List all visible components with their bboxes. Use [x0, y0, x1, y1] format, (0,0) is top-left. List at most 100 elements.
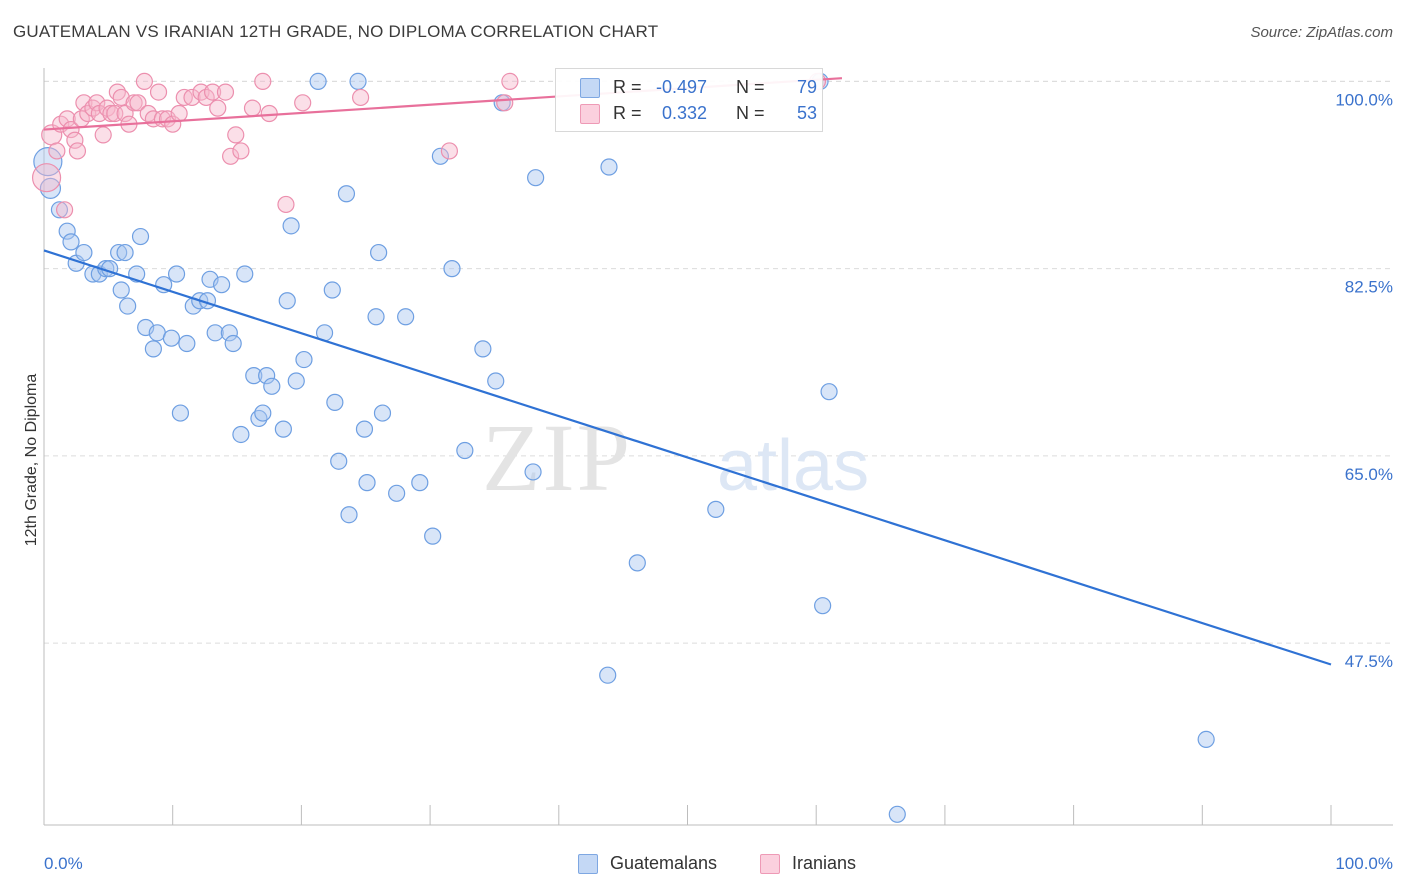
data-point-guatemalans	[599, 666, 617, 684]
data-point-guatemalans	[162, 329, 181, 347]
data-point-guatemalans	[373, 404, 392, 422]
data-point-guatemalans	[295, 350, 313, 369]
data-point-guatemalans	[287, 372, 305, 390]
points-layer	[31, 72, 1215, 823]
data-point-guatemalans	[337, 185, 356, 203]
data-point-guatemalans	[340, 506, 358, 524]
data-point-iranians	[203, 83, 222, 101]
data-point-iranians	[501, 72, 519, 90]
data-point-guatemalans	[820, 383, 838, 401]
data-point-guatemalans	[456, 441, 474, 460]
data-point-guatemalans	[524, 463, 542, 481]
data-point-iranians	[352, 88, 370, 107]
data-point-iranians	[135, 72, 153, 90]
data-point-iranians	[222, 147, 240, 165]
data-point-iranians	[277, 195, 295, 214]
bottom-legend-label-iranians: Iranians	[792, 853, 857, 873]
data-point-guatemalans	[527, 169, 545, 187]
axis-layer	[43, 68, 1393, 826]
data-point-iranians	[55, 201, 74, 219]
x-tick-labels: 0.0% 100.0%	[44, 854, 1393, 873]
data-point-guatemalans	[814, 597, 832, 615]
x-tick-label: 0.0%	[44, 854, 83, 873]
data-point-iranians	[496, 94, 514, 112]
data-point-guatemalans	[330, 452, 348, 470]
data-point-guatemalans	[119, 297, 137, 315]
data-point-iranians	[209, 99, 227, 117]
data-point-guatemalans	[888, 805, 906, 823]
legend-swatch-iranians	[580, 104, 600, 124]
data-point-guatemalans	[220, 324, 238, 342]
legend-swatch-guatemalans	[580, 78, 600, 98]
data-point-iranians	[102, 104, 120, 123]
data-point-guatemalans	[245, 367, 263, 385]
y-tick-label: 65.0%	[1345, 465, 1393, 484]
data-point-guatemalans	[213, 276, 231, 294]
y-tick-label: 47.5%	[1345, 652, 1393, 671]
data-point-guatemalans	[236, 265, 254, 283]
data-point-iranians	[232, 142, 250, 160]
data-point-iranians	[183, 88, 201, 107]
data-point-iranians	[125, 94, 143, 112]
data-point-guatemalans	[326, 393, 344, 411]
data-point-guatemalans	[431, 147, 449, 165]
data-point-guatemalans	[131, 227, 150, 246]
data-point-guatemalans	[358, 474, 376, 492]
data-point-guatemalans	[424, 527, 442, 545]
data-point-iranians	[62, 120, 80, 139]
data-point-iranians	[440, 142, 459, 160]
data-point-iranians	[75, 94, 93, 112]
data-point-guatemalans	[1197, 730, 1215, 749]
bottom-legend-swatch-guatemalans	[578, 854, 598, 874]
data-point-iranians	[88, 94, 106, 112]
watermark-zip: ZIP	[482, 404, 632, 511]
data-point-iranians	[66, 131, 84, 149]
data-point-iranians	[216, 83, 235, 101]
legend-r-value: 0.332	[662, 103, 708, 123]
data-point-guatemalans	[224, 334, 242, 353]
data-point-iranians	[254, 72, 272, 90]
data-point-guatemalans	[397, 308, 415, 326]
data-point-iranians	[68, 142, 87, 160]
data-point-iranians	[58, 110, 76, 128]
grid-layer	[44, 80, 1393, 644]
x-tick-label: 100.0%	[1335, 854, 1393, 873]
bottom-legend-swatch-iranians	[760, 854, 780, 874]
data-point-guatemalans	[349, 72, 367, 90]
data-point-guatemalans	[232, 425, 250, 444]
stats-legend: R = -0.497 N = 79 R = 0.332 N = 53	[555, 68, 823, 132]
watermark: ZIP atlas	[482, 404, 869, 511]
y-tick-labels: 47.5% 65.0% 82.5% 100.0%	[1335, 90, 1393, 671]
data-point-guatemalans	[62, 233, 80, 251]
data-point-iranians	[149, 83, 168, 101]
data-point-guatemalans	[278, 292, 296, 310]
data-point-guatemalans	[58, 222, 76, 240]
data-point-guatemalans	[707, 500, 725, 518]
data-point-guatemalans	[355, 420, 374, 438]
data-point-guatemalans	[309, 72, 327, 90]
legend-n-value: 79	[797, 77, 818, 97]
legend-r-value: -0.497	[656, 77, 708, 97]
data-point-guatemalans	[178, 334, 196, 353]
legend-n-label: N =	[736, 77, 765, 97]
data-point-guatemalans	[282, 217, 300, 235]
data-point-guatemalans	[274, 420, 292, 438]
source-label: Source: ZipAtlas.com	[1250, 24, 1393, 41]
data-point-guatemalans	[263, 377, 281, 395]
data-point-guatemalans	[116, 243, 134, 262]
data-point-iranians	[170, 104, 188, 123]
data-point-guatemalans	[39, 177, 62, 199]
data-point-iranians	[227, 126, 245, 144]
data-point-iranians	[294, 94, 312, 112]
data-point-guatemalans	[254, 404, 272, 422]
data-point-guatemalans	[50, 201, 69, 219]
data-point-guatemalans	[600, 158, 618, 176]
data-point-guatemalans	[443, 260, 461, 278]
data-point-iranians	[48, 142, 66, 160]
y-tick-label: 100.0%	[1335, 90, 1393, 109]
data-point-guatemalans	[258, 367, 276, 385]
trend-layer	[43, 77, 1332, 666]
data-point-guatemalans	[75, 243, 93, 262]
data-point-guatemalans	[367, 308, 385, 326]
y-axis-label: 12th Grade, No Diploma	[23, 373, 40, 547]
